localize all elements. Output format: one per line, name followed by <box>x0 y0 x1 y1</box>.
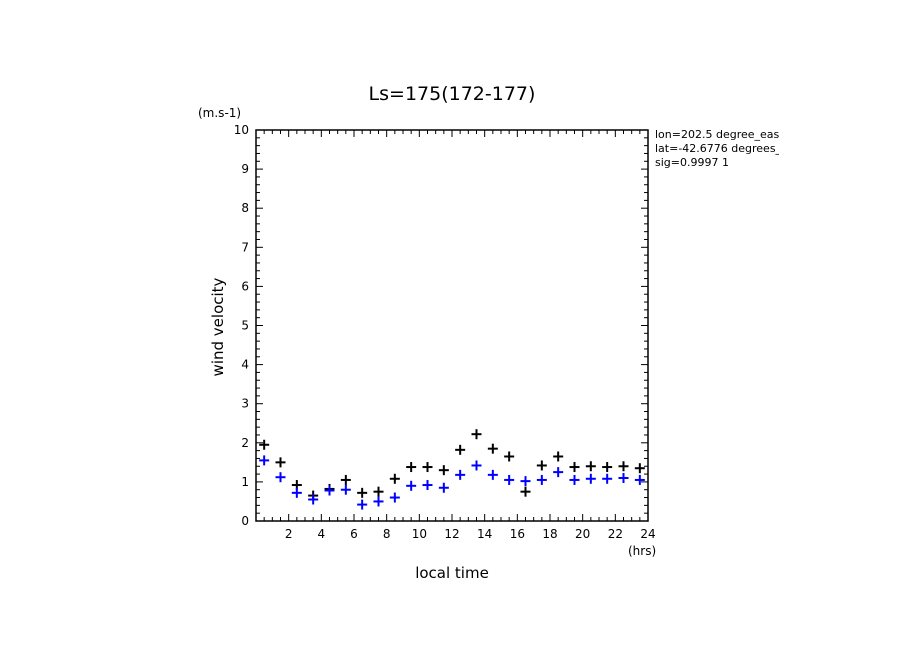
data-point <box>618 472 629 483</box>
y-axis-label: wind velocity <box>209 277 227 376</box>
x-tick-label: 20 <box>575 527 590 541</box>
x-tick-label: 12 <box>444 527 459 541</box>
data-point <box>422 462 433 473</box>
y-tick-label: 0 <box>241 514 249 528</box>
data-point <box>291 487 302 498</box>
y-tick-label: 8 <box>241 201 249 215</box>
data-point <box>308 494 319 505</box>
data-marks <box>259 429 645 510</box>
data-point <box>504 474 515 485</box>
data-point <box>536 460 547 471</box>
data-point <box>569 474 580 485</box>
data-point <box>340 484 351 495</box>
y-tick-label: 6 <box>241 279 249 293</box>
y-tick-label: 9 <box>241 162 249 176</box>
data-point <box>389 473 400 484</box>
data-point <box>487 443 498 454</box>
data-point <box>553 467 564 478</box>
data-point <box>634 474 645 485</box>
data-point <box>504 451 515 462</box>
data-point <box>275 472 286 483</box>
data-point <box>536 474 547 485</box>
series-2 <box>259 455 645 510</box>
data-point <box>438 482 449 493</box>
x-tick-label: 24 <box>640 527 655 541</box>
x-tick-label: 10 <box>412 527 427 541</box>
chart-title: Ls=175(172-177) <box>369 83 536 105</box>
y-tick-label: 2 <box>241 436 249 450</box>
y-axis-unit: (m.s-1) <box>198 106 241 120</box>
data-point <box>455 469 466 480</box>
x-tick-label: 14 <box>477 527 492 541</box>
data-point <box>618 461 629 472</box>
data-point <box>585 473 596 484</box>
data-point <box>487 469 498 480</box>
x-axis-label: local time <box>415 564 489 582</box>
y-tick-label: 5 <box>241 319 249 333</box>
plot-frame <box>255 129 649 522</box>
x-tick-label: 8 <box>383 527 391 541</box>
data-point <box>471 429 482 440</box>
data-point <box>373 486 384 497</box>
data-point <box>520 486 531 497</box>
data-point <box>357 487 368 498</box>
data-point <box>438 465 449 476</box>
data-point <box>471 460 482 471</box>
data-point <box>455 444 466 455</box>
data-point <box>634 463 645 474</box>
data-point <box>275 457 286 468</box>
y-tick-label: 7 <box>241 240 249 254</box>
data-point <box>357 499 368 510</box>
info-line-lat: lat=-42.6776 degrees_north <box>655 142 811 155</box>
data-point <box>602 462 613 473</box>
data-point <box>389 492 400 503</box>
info-line-lon: lon=202.5 degree_east <box>655 128 784 141</box>
y-tick-label: 3 <box>241 397 249 411</box>
data-point <box>520 476 531 487</box>
x-tick-label: 22 <box>608 527 623 541</box>
data-point <box>602 473 613 484</box>
data-point <box>324 485 335 496</box>
data-point <box>373 496 384 507</box>
data-point <box>406 480 417 491</box>
data-point <box>340 474 351 485</box>
data-point <box>406 462 417 473</box>
x-tick-label: 18 <box>542 527 557 541</box>
data-point <box>585 461 596 472</box>
x-tick-label: 2 <box>285 527 293 541</box>
data-point <box>259 455 270 466</box>
x-tick-label: 6 <box>350 527 358 541</box>
x-axis-unit: (hrs) <box>628 544 656 558</box>
data-point <box>569 462 580 473</box>
x-tick-label: 4 <box>318 527 326 541</box>
y-tick-label: 4 <box>241 358 249 372</box>
x-tick-label: 16 <box>510 527 525 541</box>
y-tick-label: 1 <box>241 475 249 489</box>
info-line-sig: sig=0.9997 1 <box>655 156 729 169</box>
data-point <box>259 439 270 450</box>
info-box: lon=202.5 degree_east lat=-42.6776 degre… <box>655 128 811 169</box>
series-1 <box>259 429 645 501</box>
data-point <box>553 451 564 462</box>
y-tick-label: 10 <box>234 123 249 137</box>
data-point <box>422 480 433 491</box>
